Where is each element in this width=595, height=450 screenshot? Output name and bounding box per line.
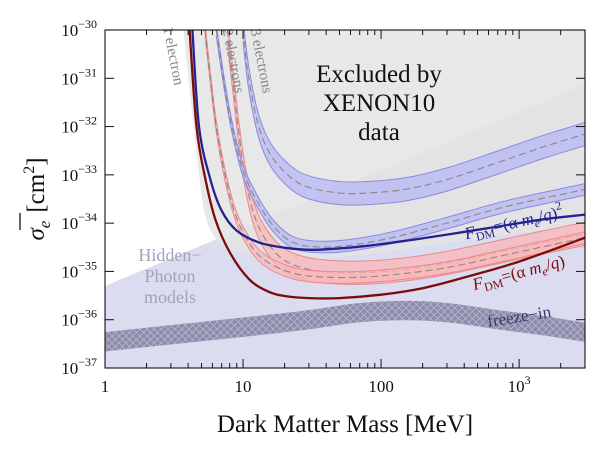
hidden-photon-label-line: models (144, 287, 196, 307)
red-band-2-median (204, 30, 585, 279)
y-tick-label: 10−33 (61, 162, 97, 185)
limit-curves (188, 30, 585, 300)
excluded-region (183, 30, 585, 260)
red-band-2-lower-edge (204, 35, 585, 284)
blue-band-2-median (215, 30, 585, 248)
y-tick-label: 10−37 (61, 355, 97, 378)
excluded-label-line: data (358, 119, 400, 146)
y-axis-unit-exp: 2 (21, 166, 38, 174)
sensitivity-bands (204, 30, 585, 285)
y-tick-label: 10−31 (61, 65, 97, 88)
y-tick-label: 10−36 (61, 307, 97, 330)
x-axis-title: Dark Matter Mass [MeV] (217, 411, 473, 438)
y-tick-label: 10−32 (61, 114, 97, 137)
x-tick-label: 10 (235, 377, 252, 396)
y-axis-title: σe [cm2] (19, 157, 54, 241)
y-axis-unit-close: ] (23, 157, 50, 165)
excluded-label-line: XENON10 (323, 90, 436, 117)
y-tick-label: 10−30 (61, 17, 97, 40)
blue-band-1-median (242, 30, 585, 195)
axis-ticks (104, 29, 586, 369)
y-axis-unit: [cm (23, 173, 50, 212)
limit-curve-blue (191, 30, 585, 251)
limit-curve-red (188, 30, 585, 300)
red-band-1-upper-edge (228, 30, 585, 262)
red-band-2-upper-edge (205, 30, 585, 273)
hidden-photon-label-line: Photon (144, 266, 195, 286)
x-tick-label: 100 (368, 377, 394, 396)
tick-labels: 1 10 100 103 10−30 10−31 10−32 10−33 10−34 10−35 1… (61, 17, 530, 396)
shaded-regions (105, 30, 585, 368)
excluded-label-line: Excluded by (316, 61, 442, 88)
y-axis-symbol: σ (23, 227, 50, 241)
blue-band-1-upper-edge (243, 30, 585, 183)
x-tick-label: 1 (101, 377, 110, 396)
x-tick-label: 103 (508, 373, 531, 396)
y-tick-label: 10−34 (61, 210, 97, 233)
svg-text:σe[cm2]: σe [cm2] (21, 157, 54, 240)
hidden-photon-label-line: Hidden− (138, 245, 201, 265)
y-axis-subscript: e (35, 220, 54, 228)
plot-frame (104, 29, 586, 369)
blue-band-2-upper-edge (216, 30, 585, 242)
blue-band-1-lower-edge (242, 41, 585, 206)
freeze-in-hatch (105, 300, 585, 352)
y-tick-label: 10−35 (61, 258, 97, 281)
